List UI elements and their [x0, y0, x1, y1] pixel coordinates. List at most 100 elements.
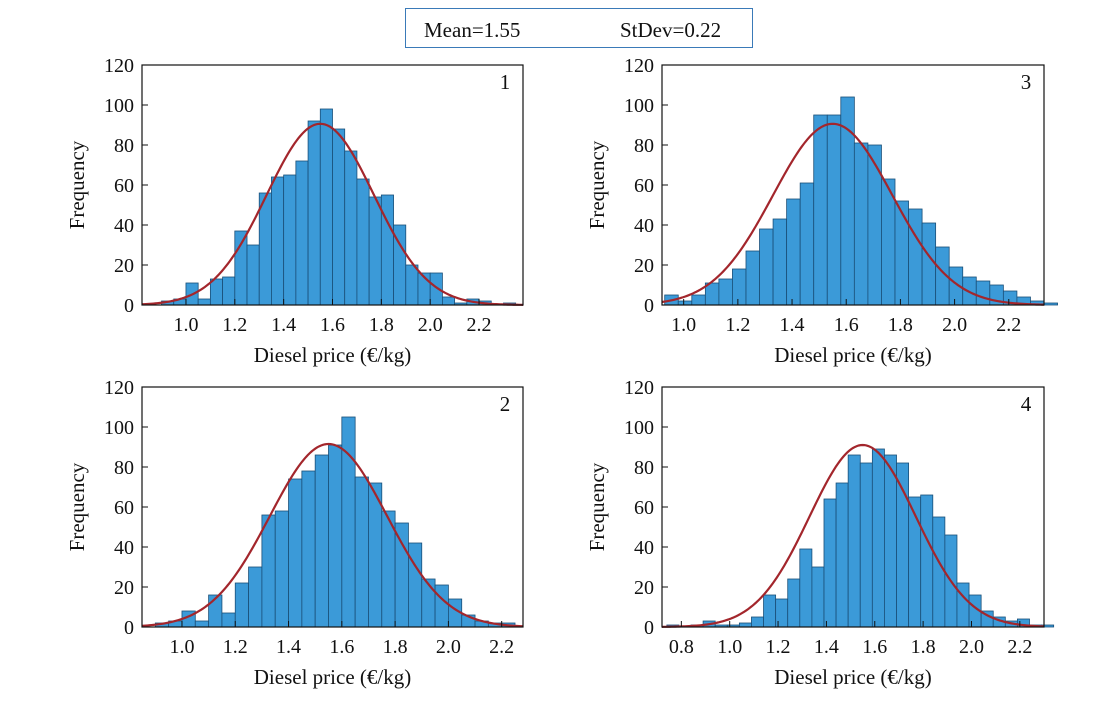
- x-axis-label: Diesel price (€/kg): [254, 665, 411, 689]
- histogram-bar: [246, 244, 260, 306]
- histogram-bar: [847, 454, 861, 628]
- histogram-bar: [908, 208, 923, 306]
- histogram-bar: [775, 598, 789, 628]
- histogram-bar: [932, 516, 946, 628]
- histogram-bar: [344, 150, 358, 306]
- y-tick-label: 60: [634, 497, 654, 519]
- panel-number: 1: [500, 70, 511, 94]
- x-axis-label: Diesel price (€/kg): [774, 665, 931, 689]
- histogram-bar: [920, 494, 934, 628]
- y-tick-label: 20: [114, 255, 134, 277]
- y-tick-label: 80: [114, 135, 134, 157]
- y-tick-label: 120: [104, 55, 134, 77]
- normal-fit-curve: [141, 122, 524, 306]
- histogram-bar: [799, 182, 815, 306]
- y-tick-label: 20: [114, 577, 134, 599]
- histogram-bar: [394, 522, 409, 628]
- y-tick-label: 80: [114, 457, 134, 479]
- x-tick-label: 2.2: [1007, 636, 1032, 658]
- histogram-bar: [691, 294, 706, 306]
- x-tick-label: 1.0: [173, 314, 198, 336]
- histogram-bar: [835, 482, 849, 628]
- x-tick-label: 1.2: [223, 636, 248, 658]
- histogram-bar: [786, 198, 801, 306]
- histogram-bar: [354, 476, 369, 628]
- y-tick-label: 80: [634, 135, 654, 157]
- y-tick-label: 40: [634, 215, 654, 237]
- y-tick-label: 120: [624, 55, 654, 77]
- histogram-bar: [975, 280, 991, 306]
- histogram-bar: [341, 416, 356, 628]
- x-tick-label: 1.6: [834, 314, 859, 336]
- x-tick-label: 1.6: [862, 636, 887, 658]
- panel-1: 0 20 40 60 80 100 120 1.0 1.2 1.4 1.6 1.8 2.0 2.2 1 Die…: [65, 55, 524, 367]
- y-tick-label: 60: [634, 175, 654, 197]
- x-tick-label: 1.0: [717, 636, 742, 658]
- histogram-bar: [921, 222, 937, 306]
- histogram-bar: [221, 612, 236, 628]
- histogram-bar: [853, 142, 869, 306]
- histogram-bar: [356, 178, 370, 306]
- x-tick-label: 2.0: [436, 636, 461, 658]
- histogram-bar: [745, 250, 760, 306]
- y-axis-label: Frequency: [65, 462, 89, 551]
- y-tick-label: 40: [114, 215, 134, 237]
- x-tick-label: 1.8: [888, 314, 913, 336]
- histogram-bar: [258, 192, 272, 306]
- panel-3: 0 20 40 60 80 100 120 1.0 1.2 1.4 1.6 1.8 2.0 2.2 3 Die…: [585, 55, 1058, 367]
- histogram-bar: [295, 160, 309, 306]
- panel-2: 0 20 40 60 80 100 120 1.0 1.2 1.4 1.6 1.8 2.0 2.2 2 Die…: [65, 377, 524, 689]
- x-tick-label: 1.4: [780, 314, 805, 336]
- histogram-bar: [751, 616, 764, 628]
- histogram-bar: [823, 498, 837, 628]
- histogram-bar: [677, 300, 693, 306]
- y-tick-label: 0: [644, 295, 654, 317]
- x-tick-label: 2.0: [959, 636, 984, 658]
- x-tick-label: 1.6: [329, 636, 354, 658]
- y-tick-label: 100: [624, 417, 654, 439]
- histogram-bar: [759, 228, 774, 306]
- y-tick-label: 60: [114, 497, 134, 519]
- y-tick-label: 100: [624, 95, 654, 117]
- y-tick-label: 20: [634, 577, 654, 599]
- x-tick-label: 1.8: [911, 636, 936, 658]
- x-tick-label: 2.0: [942, 314, 967, 336]
- histogram-bar: [799, 548, 813, 628]
- y-axis-label: Frequency: [585, 462, 609, 551]
- x-tick-label: 1.0: [671, 314, 696, 336]
- histogram-bar: [405, 264, 419, 306]
- y-tick-label: 80: [634, 457, 654, 479]
- histogram-bar: [813, 114, 828, 306]
- x-tick-label: 2.2: [467, 314, 492, 336]
- y-tick-label: 120: [104, 377, 134, 399]
- x-tick-label: 1.2: [222, 314, 247, 336]
- x-tick-label: 1.4: [276, 636, 301, 658]
- stats-legend: Mean=1.55 StDev=0.22: [405, 8, 753, 48]
- histogram-bar: [271, 176, 285, 306]
- histogram-bar: [261, 514, 276, 628]
- y-tick-label: 40: [114, 537, 134, 559]
- histogram-bar: [222, 276, 236, 306]
- histogram-bar: [332, 128, 346, 306]
- panel-4: 0 20 40 60 80 100 120 0.8 1.0 1.2 1.4 1.6 1.8 2.0 2.2 4…: [585, 377, 1055, 689]
- histogram-bar: [248, 566, 263, 628]
- y-tick-label: 40: [634, 537, 654, 559]
- x-tick-label: 2.2: [489, 636, 514, 658]
- y-tick-label: 120: [624, 377, 654, 399]
- x-tick-label: 2.0: [418, 314, 443, 336]
- histogram-bar: [826, 114, 842, 306]
- x-tick-label: 1.0: [169, 636, 194, 658]
- x-tick-label: 1.2: [766, 636, 791, 658]
- stdev-label: StDev=0.22: [620, 18, 722, 42]
- histogram-bar: [307, 120, 321, 306]
- histogram-bar: [421, 578, 436, 628]
- y-tick-label: 0: [644, 617, 654, 639]
- histogram-bar: [314, 454, 329, 628]
- histogram-bar: [194, 620, 210, 628]
- histogram-bar: [894, 200, 909, 306]
- normal-fit-curve: [141, 442, 524, 628]
- histogram-bar: [209, 278, 223, 306]
- panel-number: 4: [1021, 392, 1032, 416]
- histogram-bar: [871, 448, 885, 628]
